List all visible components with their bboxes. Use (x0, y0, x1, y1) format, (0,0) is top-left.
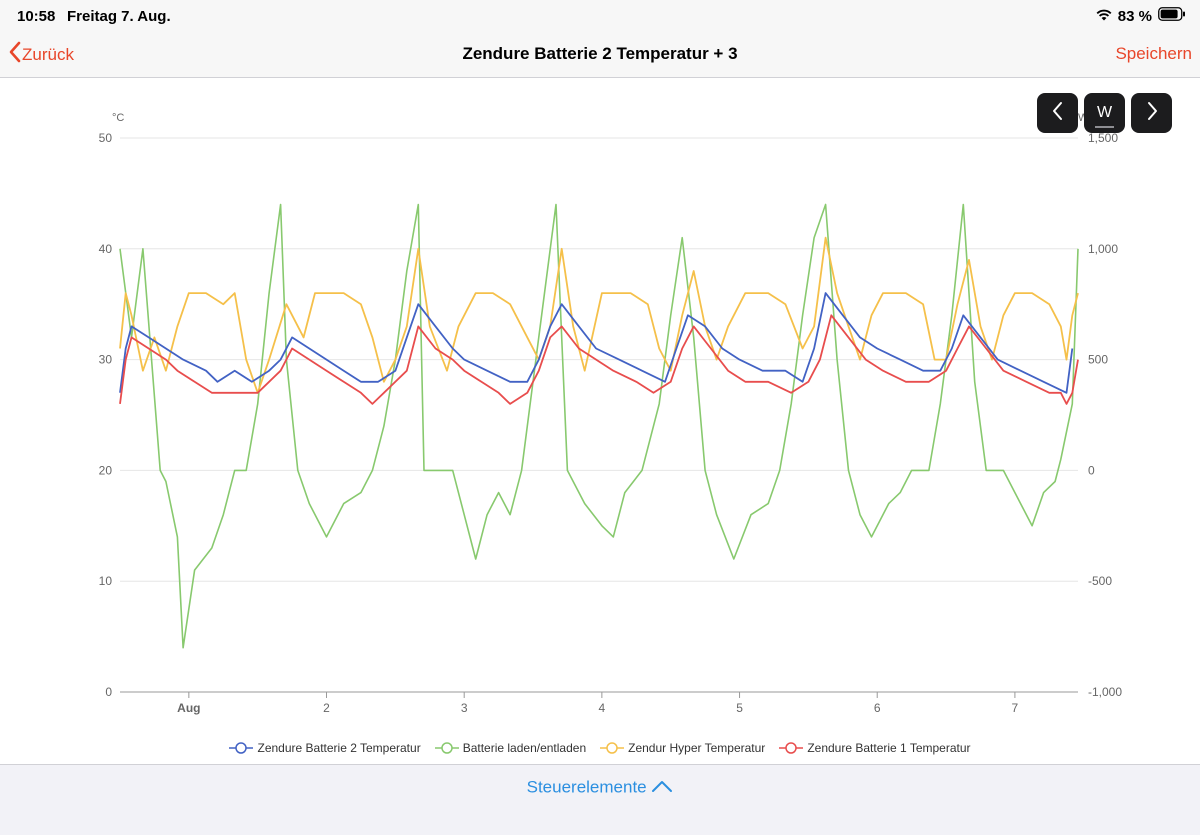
back-button-label: Zurück (22, 44, 74, 64)
battery-icon (1158, 7, 1186, 25)
wifi-icon (1096, 8, 1112, 25)
x-tick-label: 2 (323, 701, 330, 715)
controls-toggle-button[interactable]: Steuerelemente (0, 777, 1200, 798)
series-line-3 (119, 314, 1079, 405)
x-tick-label: 6 (874, 701, 881, 715)
range-label: W (1096, 104, 1113, 121)
navigation-bar: Zurück Zendure Batterie 2 Temperatur + 3… (0, 32, 1200, 78)
y-left-tick-label: 40 (99, 242, 113, 256)
y-left-unit: °C (112, 112, 124, 124)
chart: 0 10 20 30 40 50 -1,000 -500 0 500 1,000 1,500 °C W Au… (99, 112, 1123, 715)
legend-marker (434, 742, 459, 754)
status-date: Freitag 7. Aug. (67, 8, 171, 25)
x-tick-label: 7 (1012, 701, 1019, 715)
legend-marker (229, 742, 254, 754)
back-button[interactable]: Zurück (8, 41, 74, 68)
legend-item[interactable]: Zendur Hyper Temperatur (600, 738, 765, 758)
y-right-tick-label: -500 (1088, 574, 1112, 588)
footer: Steuerelemente (0, 764, 1200, 835)
y-left-tick-label: 30 (99, 353, 113, 367)
x-tick-label: 4 (599, 701, 606, 715)
range-week-button[interactable]: W (1084, 93, 1125, 133)
page-title: Zendure Batterie 2 Temperatur + 3 (462, 44, 738, 63)
legend-marker (600, 742, 625, 754)
legend-label: Zendur Hyper Temperatur (628, 741, 766, 755)
legend-marker (779, 742, 804, 754)
battery-percent: 83 % (1117, 7, 1152, 25)
y-right-unit: W (1078, 112, 1089, 124)
legend-label: Batterie laden/entladen (462, 741, 587, 755)
status-time: 10:58 (17, 8, 56, 25)
y-right-tick-label: 1,500 (1088, 131, 1118, 145)
legend-item[interactable]: Zendure Batterie 2 Temperatur (229, 738, 421, 758)
chevron-left-icon (8, 41, 22, 68)
legend-label: Zendure Batterie 2 Temperatur (257, 741, 421, 755)
y-right-tick-label: 500 (1088, 353, 1108, 367)
y-left-tick-label: 50 (99, 131, 113, 145)
chart-area: 0 10 20 30 40 50 -1,000 -500 0 500 1,000 1,500 °C W Au… (0, 78, 1200, 764)
status-bar: 10:58 Freitag 7. Aug. 83 % (0, 0, 1200, 32)
status-indicators: 83 % (1096, 7, 1186, 25)
y-right-tick-label: -1,000 (1088, 685, 1122, 699)
chevron-left-icon (1051, 100, 1065, 127)
controls-toggle-label: Steuerelemente (526, 777, 647, 797)
previous-range-button[interactable] (1037, 93, 1078, 133)
x-tick-label: 5 (736, 701, 743, 715)
range-underline (1095, 126, 1114, 128)
legend-item[interactable]: Zendure Batterie 1 Temperatur (779, 738, 971, 758)
chart-legend: Zendure Batterie 2 Temperatur Batterie la… (0, 738, 1200, 758)
x-tick-label: Aug (177, 701, 200, 715)
chevron-up-icon (651, 778, 673, 797)
next-range-button[interactable] (1131, 93, 1172, 133)
series-line-2 (119, 236, 1079, 394)
save-button[interactable]: Speichern (1115, 44, 1192, 63)
legend-item[interactable]: Batterie laden/entladen (434, 738, 587, 758)
y-right-tick-label: 1,000 (1088, 242, 1118, 256)
y-left-tick-label: 0 (105, 685, 112, 699)
y-left-tick-label: 10 (99, 574, 113, 588)
y-left-tick-label: 20 (99, 463, 113, 477)
x-tick-label: 3 (461, 701, 468, 715)
chevron-right-icon (1145, 100, 1159, 127)
y-right-tick-label: 0 (1088, 463, 1095, 477)
legend-label: Zendure Batterie 1 Temperatur (807, 741, 971, 755)
series-line-0 (119, 292, 1074, 394)
